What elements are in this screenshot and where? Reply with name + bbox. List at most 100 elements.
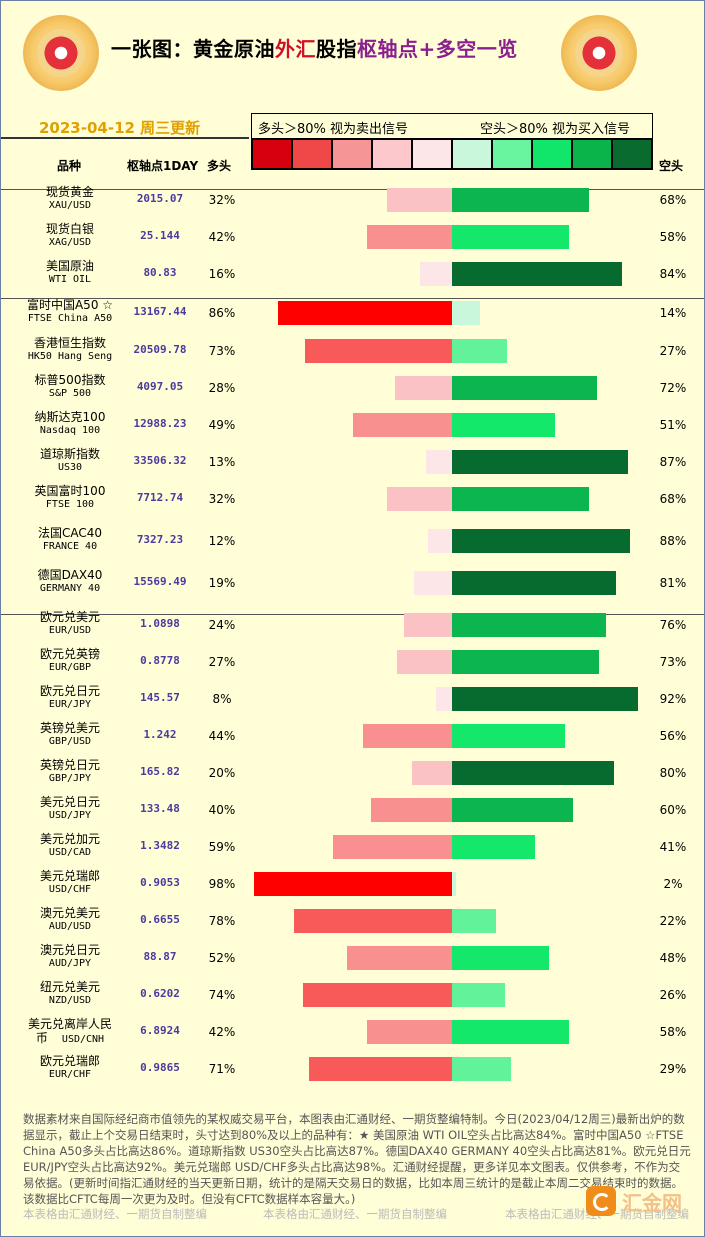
instrument-code: EUR/USD bbox=[48, 625, 92, 636]
short-percent: 58% bbox=[659, 1025, 687, 1039]
short-percent: 14% bbox=[659, 306, 687, 320]
color-swatch bbox=[372, 139, 412, 169]
long-percent: 8% bbox=[212, 692, 232, 706]
instrument-name: 道琼斯指数 US30 bbox=[11, 447, 129, 475]
instrument-name-cn: 英镑兑日元 bbox=[39, 758, 100, 772]
pivot-value: 4097.05 bbox=[136, 380, 184, 393]
short-bar bbox=[452, 262, 622, 286]
pivot-value: 0.9865 bbox=[140, 1061, 180, 1074]
long-bar bbox=[367, 1020, 452, 1044]
long-percent: 19% bbox=[208, 576, 236, 590]
instrument-name: 法国CAC40 FRANCE 40 bbox=[11, 526, 129, 554]
instrument-name: 英镑兑日元 GBP/JPY bbox=[11, 758, 129, 786]
short-percent: 73% bbox=[659, 655, 687, 669]
long-percent: 28% bbox=[208, 381, 236, 395]
instrument-name-cn-cont: 币 bbox=[35, 1031, 48, 1045]
instrument-code: EUR/CHF bbox=[48, 1069, 92, 1080]
long-bar bbox=[367, 225, 452, 249]
long-percent: 42% bbox=[208, 1025, 236, 1039]
short-percent: 76% bbox=[659, 618, 687, 632]
instrument-code: USD/CHF bbox=[48, 884, 92, 895]
long-percent: 52% bbox=[208, 951, 236, 965]
color-swatch bbox=[532, 139, 572, 169]
group-divider bbox=[1, 614, 704, 615]
instrument-name-cn: 美元兑日元 bbox=[39, 795, 100, 809]
instrument-code: GBP/JPY bbox=[48, 773, 92, 784]
long-bar bbox=[403, 613, 452, 637]
instrument-name-cn: 法国CAC40 bbox=[37, 526, 103, 540]
long-percent: 27% bbox=[208, 655, 236, 669]
pivot-value: 6.8924 bbox=[140, 1024, 180, 1037]
short-percent: 87% bbox=[659, 455, 687, 469]
instrument-name-cn: 欧元兑美元 bbox=[39, 610, 100, 624]
column-header-long: 多头 bbox=[207, 159, 232, 173]
instrument-code: FRANCE 40 bbox=[42, 541, 98, 552]
instrument-name-cn: 道琼斯指数 bbox=[39, 447, 100, 461]
instrument-code: S&P 500 bbox=[48, 388, 92, 399]
long-bar bbox=[387, 487, 452, 511]
short-bar bbox=[452, 529, 630, 553]
instrument-name-cn: 澳元兑日元 bbox=[39, 943, 100, 957]
long-percent: 86% bbox=[208, 306, 236, 320]
instrument-code: FTSE 100 bbox=[45, 499, 95, 510]
instrument-name-cn: 美国原油 bbox=[45, 259, 94, 273]
instrument-code: GBP/USD bbox=[48, 736, 92, 747]
instrument-name: 澳元兑美元 AUD/USD bbox=[11, 906, 129, 934]
instrument-name: 英镑兑美元 GBP/USD bbox=[11, 721, 129, 749]
brand-name: 汇金网 bbox=[622, 1190, 682, 1215]
instrument-name-cn: 美元兑瑞郎 bbox=[39, 869, 100, 883]
title-part-2: 外汇 bbox=[275, 37, 316, 61]
long-bar bbox=[411, 761, 452, 785]
long-percent: 24% bbox=[208, 618, 236, 632]
header-divider bbox=[1, 137, 249, 139]
short-percent: 68% bbox=[659, 193, 687, 207]
instrument-name-cn: 纽元兑美元 bbox=[39, 980, 100, 994]
instrument-name-cn: 美元兑加元 bbox=[39, 832, 100, 846]
short-percent: 88% bbox=[659, 534, 687, 548]
short-percent: 60% bbox=[659, 803, 687, 817]
short-percent: 51% bbox=[659, 418, 687, 432]
pivot-value: 12988.23 bbox=[133, 417, 187, 430]
color-swatch bbox=[332, 139, 372, 169]
long-bar bbox=[278, 301, 452, 325]
group-divider bbox=[1, 298, 704, 299]
color-swatch bbox=[492, 139, 532, 169]
long-bar bbox=[332, 835, 452, 859]
instrument-name: 美元兑瑞郎 USD/CHF bbox=[11, 869, 129, 897]
pivot-value: 1.242 bbox=[143, 728, 177, 741]
pivot-value: 20509.78 bbox=[133, 343, 187, 356]
instrument-name: 香港恒生指数 HK50 Hang Seng bbox=[11, 336, 129, 364]
long-percent: 12% bbox=[208, 534, 236, 548]
long-percent: 16% bbox=[208, 267, 236, 281]
legend-long-signal: 多头＞80% 视为卖出信号 bbox=[258, 122, 409, 137]
instrument-name-cn: 美元兑离岸人民 bbox=[27, 1017, 112, 1031]
instrument-name-cn: 现货白银 bbox=[45, 222, 94, 236]
color-swatch bbox=[252, 139, 292, 169]
instrument-name-cn: 香港恒生指数 bbox=[33, 336, 106, 350]
short-percent: 29% bbox=[659, 1062, 687, 1076]
instrument-name-cn: 英国富时100 bbox=[34, 484, 106, 498]
short-bar bbox=[452, 225, 570, 249]
pivot-value: 145.57 bbox=[140, 691, 180, 704]
short-bar bbox=[452, 571, 616, 595]
instrument-code: EUR/GBP bbox=[48, 662, 92, 673]
short-bar bbox=[452, 613, 606, 637]
title-part-3: 股指 bbox=[316, 37, 357, 61]
instrument-code: XAU/USD bbox=[48, 200, 92, 211]
instrument-name: 美国原油 WTI OIL bbox=[11, 259, 129, 287]
instrument-name: 英国富时100 FTSE 100 bbox=[11, 484, 129, 512]
long-bar bbox=[371, 798, 452, 822]
instrument-name: 现货白银 XAG/USD bbox=[11, 222, 129, 250]
short-bar bbox=[452, 724, 566, 748]
pivot-value: 165.82 bbox=[140, 765, 180, 778]
pivot-value: 0.8778 bbox=[140, 654, 180, 667]
group-divider bbox=[1, 189, 704, 190]
column-header-name: 品种 bbox=[57, 159, 82, 173]
long-bar bbox=[302, 983, 452, 1007]
short-bar bbox=[452, 946, 549, 970]
brand-logo: 汇金网 bbox=[586, 1183, 682, 1219]
pivot-value: 88.87 bbox=[143, 950, 177, 963]
long-bar bbox=[387, 188, 452, 212]
long-bar bbox=[427, 529, 452, 553]
